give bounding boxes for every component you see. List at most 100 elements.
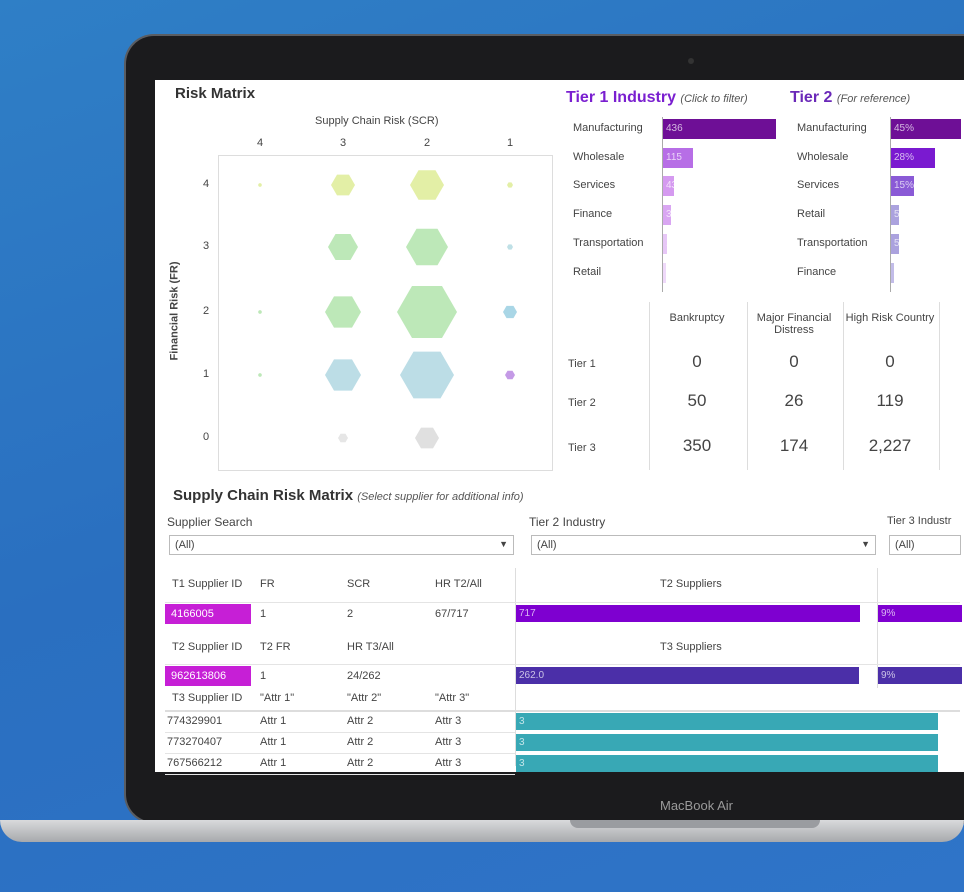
axis-line [662,117,663,292]
industry-label[interactable]: Services [797,179,840,192]
t3-supplier-bar[interactable]: 3 [516,734,938,751]
dropdown-value: (All) [175,539,195,551]
industry-label[interactable]: Transportation [797,236,868,249]
filter-label: Supplier Search [167,515,253,529]
matrix-cluster[interactable] [400,351,454,399]
x-tick: 3 [340,137,347,149]
industry-bar[interactable]: 45% [891,119,961,139]
industry-bar[interactable]: 15% [891,176,915,197]
matrix-cluster[interactable] [258,373,262,377]
matrix-cluster[interactable] [397,286,457,338]
risk-count[interactable]: 0 [789,352,799,371]
industry-label[interactable]: Finance [573,208,613,221]
y-tick: 0 [203,431,210,443]
chevron-down-icon[interactable]: ▼ [499,539,508,549]
matrix-cluster[interactable] [331,174,355,196]
matrix-cluster[interactable] [258,183,262,187]
column-header: Major Financial Distress [756,312,832,336]
t3-supplier-bar[interactable]: 3 [516,713,938,730]
filter-dropdown[interactable]: (All) ▼ [531,535,876,555]
matrix-cluster[interactable] [507,182,513,188]
risk-count[interactable]: 26 [784,391,804,410]
industry-label[interactable]: Wholesale [797,150,849,163]
table-cell: Attr 3 [435,715,462,727]
column-header: "Attr 3" [435,692,470,704]
industry-label[interactable]: Transportation [573,236,644,249]
divider [165,664,960,665]
column-header: SCR [347,578,371,590]
scrm-title: Supply Chain Risk Matrix (Select supplie… [173,487,524,504]
dashboard: Risk Matrix Supply Chain Risk (SCR) Fina… [155,80,964,775]
divider [877,568,878,688]
risk-count[interactable]: 0 [885,352,895,371]
industry-bar[interactable]: 5% [891,233,908,254]
risk-count[interactable]: 119 [876,391,904,410]
filter-label: Tier 2 Industry [529,515,606,529]
divider [747,302,748,470]
risk-matrix-plot[interactable] [218,155,553,471]
matrix-cluster[interactable] [406,228,448,266]
table-cell: Attr 3 [435,757,462,769]
column-header: T1 Supplier ID [172,578,243,590]
industry-bar[interactable]: 43 [663,176,677,197]
risk-count[interactable]: 0 [692,352,702,371]
laptop-notch [570,820,820,828]
industry-bar[interactable]: 28% [891,147,935,168]
matrix-cluster[interactable] [325,359,361,391]
row-label: Tier 3 [568,442,596,454]
industry-bar[interactable]: 5 [663,262,672,283]
filter-dropdown[interactable]: (All) ▼ [169,535,514,555]
t3-suppliers-bar[interactable]: 262.0 [516,667,859,684]
industry-bar[interactable]: 115 [663,147,693,168]
risk-count[interactable]: 174 [779,436,809,455]
supplier-id-cell[interactable]: 4166005 [165,604,251,624]
table-cell: Attr 2 [347,757,374,769]
axis-line [890,117,891,292]
divider [843,302,844,470]
x-tick: 4 [257,137,264,149]
risk-count[interactable]: 50 [687,391,707,410]
matrix-cluster[interactable] [415,427,439,449]
t2-pct-bar[interactable]: 9% [878,605,962,622]
risk-count[interactable]: 2,227 [868,436,912,455]
matrix-cluster[interactable] [258,310,262,314]
industry-label[interactable]: Manufacturing [573,122,643,134]
matrix-cluster[interactable] [328,234,358,260]
industry-bar[interactable]: 30 [663,205,677,226]
laptop-base [0,820,964,842]
industry-label[interactable]: Manufacturing [797,122,867,134]
matrix-cluster[interactable] [325,296,361,328]
table-cell[interactable]: 774329901 [167,715,223,727]
industry-label[interactable]: Services [573,179,616,192]
industry-bar[interactable]: 5% [891,205,908,226]
dropdown-value: (All) [537,539,557,551]
matrix-cluster[interactable] [503,305,517,319]
industry-label[interactable]: Retail [797,208,826,221]
supplier-id-cell[interactable]: 962613806 [165,666,251,686]
matrix-cluster[interactable] [507,244,513,250]
industry-label[interactable]: Finance [797,265,837,278]
industry-bar[interactable]: 15 [663,233,677,254]
table-cell[interactable]: 767566212 [167,757,223,769]
column-header: T2 Suppliers [660,578,722,590]
matrix-cluster[interactable] [410,170,444,200]
industry-bar[interactable]: 436 [663,119,776,139]
table-cell: 24/262 [347,670,381,682]
matrix-cluster[interactable] [338,433,348,443]
industry-label[interactable]: Wholesale [573,150,625,163]
chevron-down-icon[interactable]: ▼ [861,539,870,549]
column-header: Bankruptcy [669,312,725,324]
t3-supplier-bar[interactable]: 3 [516,755,938,772]
table-cell: Attr 2 [347,736,374,748]
t2-suppliers-bar[interactable]: 717 [516,605,860,622]
dropdown-value: (All) [895,539,915,551]
matrix-cluster[interactable] [505,370,515,380]
t3-pct-bar[interactable]: 9% [878,667,962,684]
table-cell[interactable]: 773270407 [167,736,223,748]
industry-label[interactable]: Retail [573,265,602,278]
filter-dropdown[interactable]: (All) [889,535,961,555]
column-header: "Attr 1" [260,692,295,704]
risk-count[interactable]: 350 [682,436,712,455]
divider [939,302,940,470]
industry-bar[interactable]: 2% [891,262,908,283]
